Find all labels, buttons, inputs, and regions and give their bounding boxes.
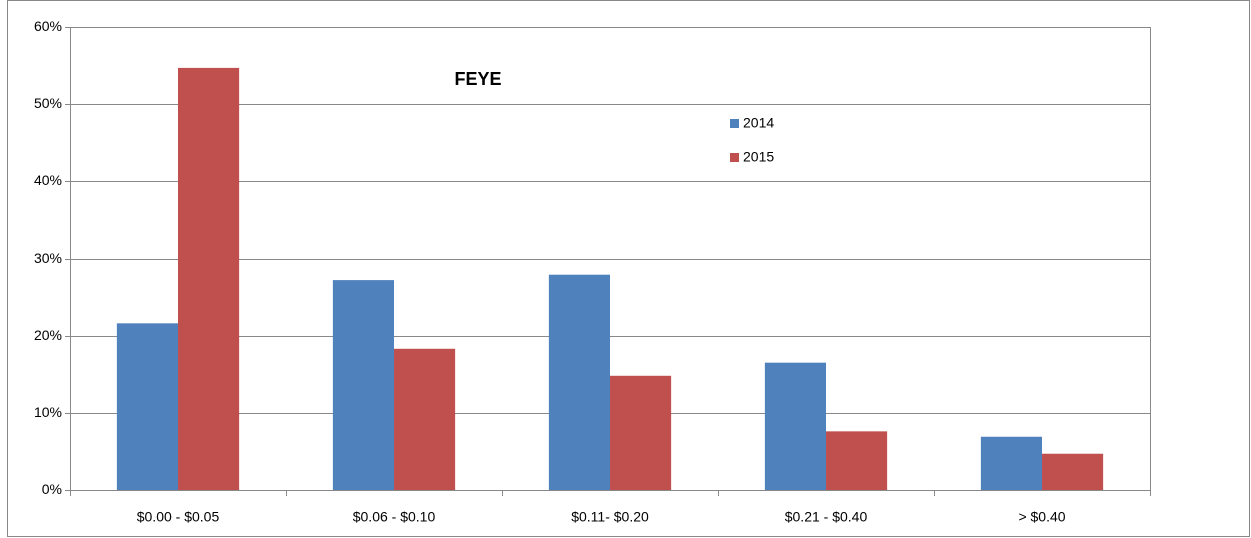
y-tick-label: 40% xyxy=(34,172,62,188)
y-tick-label: 30% xyxy=(34,250,62,266)
bar xyxy=(394,348,456,490)
bar xyxy=(332,280,394,490)
x-tick-label: > $0.40 xyxy=(1018,509,1065,525)
legend-label: 2014 xyxy=(743,115,774,131)
bar xyxy=(980,436,1042,490)
y-tick-label: 50% xyxy=(34,95,62,111)
chart-title: FEYE xyxy=(454,69,501,89)
x-tick-label: $0.00 - $0.05 xyxy=(137,509,220,525)
y-tick-label: 20% xyxy=(34,327,62,343)
bar xyxy=(1042,453,1104,490)
bar xyxy=(548,274,610,490)
y-tick-label: 10% xyxy=(34,404,62,420)
bar xyxy=(764,362,826,490)
y-tick-label: 0% xyxy=(42,481,62,497)
x-tick-label: $0.21 - $0.40 xyxy=(785,509,868,525)
x-tick-label: $0.06 - $0.10 xyxy=(353,509,436,525)
x-tick-label: $0.11- $0.20 xyxy=(571,509,649,525)
legend-label: 2015 xyxy=(743,149,774,165)
legend-swatch xyxy=(730,119,739,128)
bar xyxy=(826,431,888,490)
y-tick-label: 60% xyxy=(34,18,62,34)
legend-swatch xyxy=(730,153,739,162)
bar xyxy=(178,67,240,491)
bar xyxy=(610,375,672,490)
bar xyxy=(116,323,178,490)
